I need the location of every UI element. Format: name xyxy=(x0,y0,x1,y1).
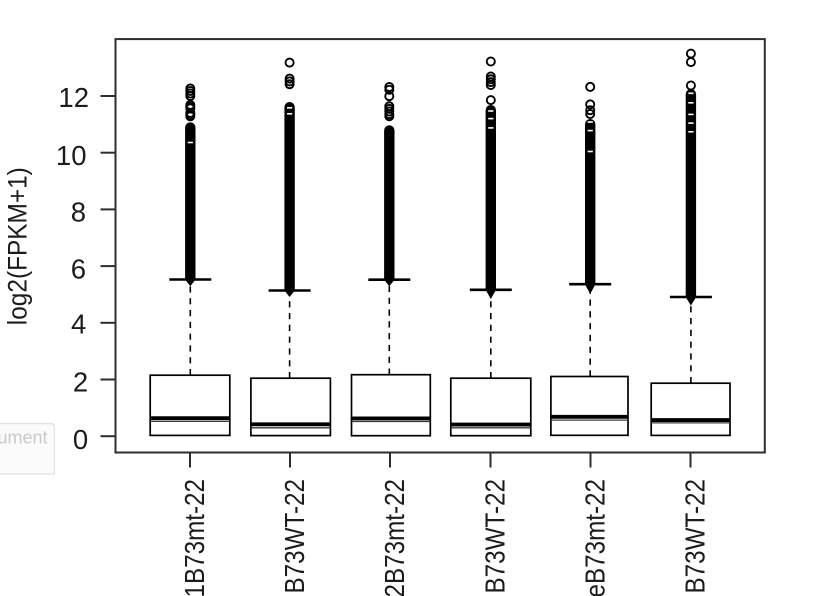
svg-text:eB73mt-22: eB73mt-22 xyxy=(580,479,611,596)
svg-text:2: 2 xyxy=(73,367,88,398)
svg-text:4: 4 xyxy=(71,308,86,339)
svg-text:6: 6 xyxy=(71,253,86,284)
svg-text:8: 8 xyxy=(71,197,86,228)
svg-text:1B73mt-22: 1B73mt-22 xyxy=(179,479,210,596)
svg-text:log2(FPKM+1): log2(FPKM+1) xyxy=(3,167,33,325)
svg-text:B73WT-22: B73WT-22 xyxy=(480,479,511,594)
svg-text:B73WT-22: B73WT-22 xyxy=(279,479,310,594)
svg-text:0: 0 xyxy=(73,424,88,455)
svg-text:2B73mt-22: 2B73mt-22 xyxy=(379,479,410,596)
svg-text:10: 10 xyxy=(56,140,87,171)
svg-text:12: 12 xyxy=(58,82,89,113)
svg-text:B73WT-22: B73WT-22 xyxy=(680,479,711,594)
svg-text:ument: ument xyxy=(0,427,48,447)
